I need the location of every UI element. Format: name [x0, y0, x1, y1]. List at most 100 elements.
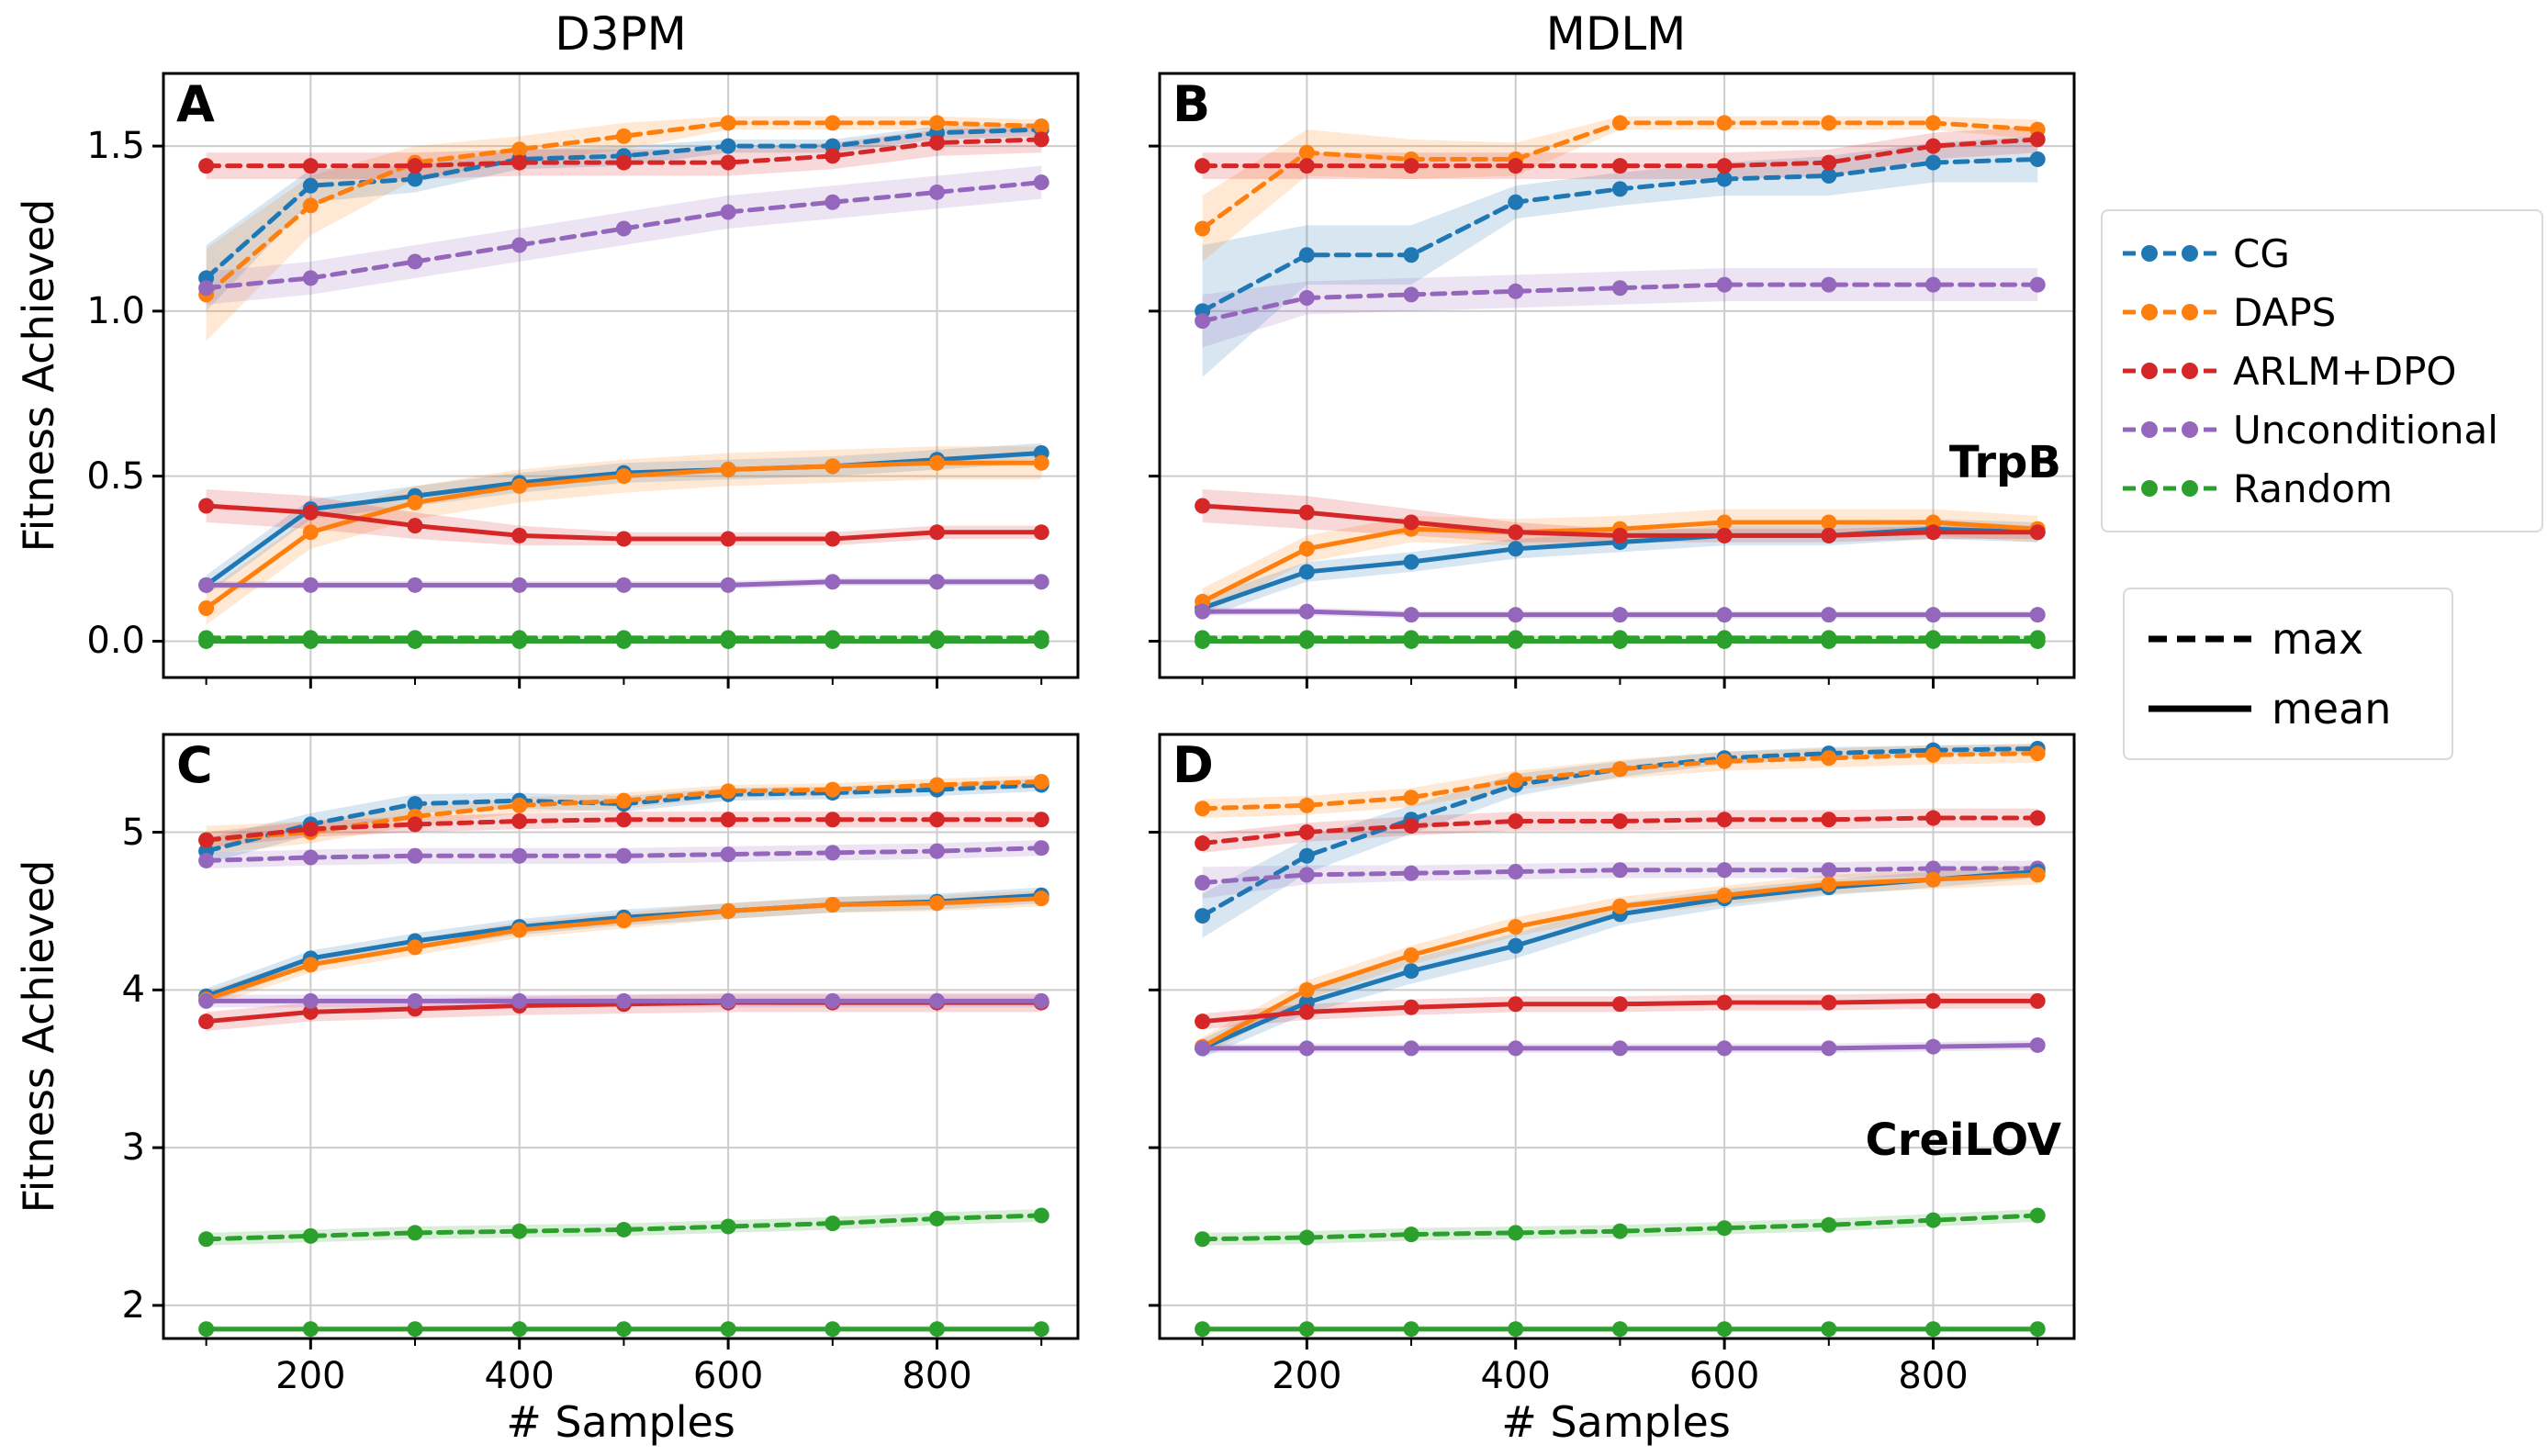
axes-spines [162, 72, 1080, 679]
series-Random-max [1195, 1207, 2046, 1248]
plot-area-A [152, 72, 1080, 689]
legend-marker-icon [2123, 245, 2216, 262]
legend-label: Unconditional [2233, 407, 2498, 453]
legend-methods: CG DAPS ARLM+DPO Unconditional Random [2101, 209, 2543, 532]
axes-spines [1158, 733, 2076, 1340]
x-axis-label-left-col: # Samples [506, 1397, 735, 1447]
x-tick-label: 400 [1480, 1355, 1551, 1397]
series-DAPS-mean [198, 454, 1049, 616]
x-tick-label: 800 [1898, 1355, 1969, 1397]
legend-line-icon [2149, 705, 2251, 712]
legend-item-arlm-dpo: ARLM+DPO [2119, 342, 2525, 400]
y-axis-label-bottom-row: Fitness Achieved [14, 859, 63, 1214]
series-Unconditional-mean [198, 992, 1049, 1009]
legend-marker-icon [2123, 304, 2216, 320]
series-Unconditional-max [1195, 860, 2046, 890]
series-Unconditional-mean [1195, 603, 2046, 623]
legend-label: Random [2233, 465, 2393, 511]
series-ARLM-DPO-max [198, 131, 1049, 174]
minor-ticks [1201, 678, 2039, 685]
y-tick-label: 5 [121, 811, 145, 854]
data-series [198, 115, 1049, 649]
plot-area-C [152, 733, 1080, 1350]
series-DAPS-mean [1195, 867, 2046, 1055]
legend-linestyles: max mean [2123, 588, 2453, 760]
plot-area-B [1149, 72, 2076, 689]
series-Random-mean [1195, 1321, 2046, 1338]
series-ARLM-DPO-max [1195, 131, 2046, 174]
axes-spines [1158, 72, 2076, 679]
series-Random-max [198, 1207, 1049, 1248]
y-tick-label: 0.5 [86, 454, 145, 498]
legend-item-max: max [2145, 604, 2431, 674]
x-axis-label-right-col: # Samples [1501, 1397, 1731, 1447]
series-Random-mean [1195, 633, 2046, 649]
legend-item-random: Random [2119, 459, 2525, 518]
series-CG-mean [1195, 863, 2046, 1057]
data-series [198, 774, 1049, 1338]
major-ticks [152, 831, 939, 1350]
series-Random-mean [198, 1321, 1049, 1338]
subplot-A: 0.0 0.5 1.0 1.5 A [86, 72, 1080, 689]
x-tick-label: 200 [1272, 1355, 1342, 1397]
series-ARLM-DPO-max [1195, 810, 2046, 852]
legend-label: mean [2272, 684, 2392, 734]
legend-label: DAPS [2233, 289, 2337, 335]
series-ARLM-DPO-mean [1195, 992, 2046, 1030]
major-ticks [1149, 831, 1935, 1350]
legend-item-mean: mean [2145, 674, 2431, 744]
x-tick-label: 400 [484, 1355, 555, 1397]
y-tick-label: 1.5 [86, 125, 145, 168]
subplot-B: B TrpB [1149, 72, 2076, 689]
series-Unconditional-max [1195, 276, 2046, 330]
series-Unconditional-max [198, 840, 1049, 868]
minor-ticks [1201, 1338, 2039, 1346]
legend-marker-icon [2123, 480, 2216, 497]
subplot-D: 200 400 600 800 D CreiLOV [1149, 733, 2076, 1397]
panel-letter-A: A [176, 75, 215, 133]
column-title-mdlm: MDLM [1545, 7, 1687, 61]
legend-marker-icon [2123, 421, 2216, 438]
series-ARLM-DPO-mean [1195, 498, 2046, 543]
panel-letter-B: B [1173, 75, 1211, 133]
plot-area-D [1149, 733, 2076, 1350]
x-tick-label: 600 [692, 1355, 764, 1397]
x-tick-label: 200 [275, 1355, 346, 1397]
panel-letter-D: D [1173, 736, 1214, 794]
series-DAPS-max [1195, 745, 2046, 817]
legend-marker-icon [2123, 363, 2216, 379]
legend-item-cg: CG [2119, 224, 2525, 283]
legend-label: ARLM+DPO [2233, 348, 2457, 394]
series-Random-mean [198, 633, 1049, 649]
minor-ticks [205, 678, 1043, 685]
series-Unconditional-max [198, 174, 1049, 297]
major-ticks [1149, 144, 1935, 689]
y-tick-label: 0.0 [86, 620, 145, 663]
subplot-C: 200 400 600 800 2 3 4 5 C [122, 733, 1080, 1397]
legend-line-icon [2149, 635, 2251, 643]
axes-spines [162, 733, 1080, 1340]
column-title-d3pm: D3PM [555, 7, 687, 61]
row-label-creilov: CreiLOV [1865, 1114, 2061, 1166]
series-CG-max [1195, 151, 2046, 319]
series-DAPS-max [1195, 115, 2046, 237]
series-Unconditional-mean [1195, 1036, 2046, 1057]
series-ARLM-DPO-max [198, 812, 1049, 848]
y-tick-label: 4 [121, 969, 145, 1012]
x-tick-label: 600 [1689, 1355, 1760, 1397]
x-tick-label: 800 [902, 1355, 972, 1397]
y-tick-label: 1.0 [86, 289, 145, 332]
legend-item-daps: DAPS [2119, 283, 2525, 342]
legend-label: CG [2233, 230, 2290, 276]
major-ticks [152, 144, 939, 689]
minor-ticks [205, 1338, 1043, 1346]
series-Unconditional-mean [198, 574, 1049, 593]
panel-letter-C: C [176, 736, 213, 794]
series-ARLM-DPO-mean [198, 498, 1049, 547]
y-tick-label: 3 [121, 1126, 145, 1170]
y-tick-label: 2 [121, 1283, 145, 1327]
y-axis-label-top-row: Fitness Achieved [14, 198, 63, 553]
legend-label: max [2272, 614, 2364, 664]
data-series [1195, 740, 2046, 1338]
